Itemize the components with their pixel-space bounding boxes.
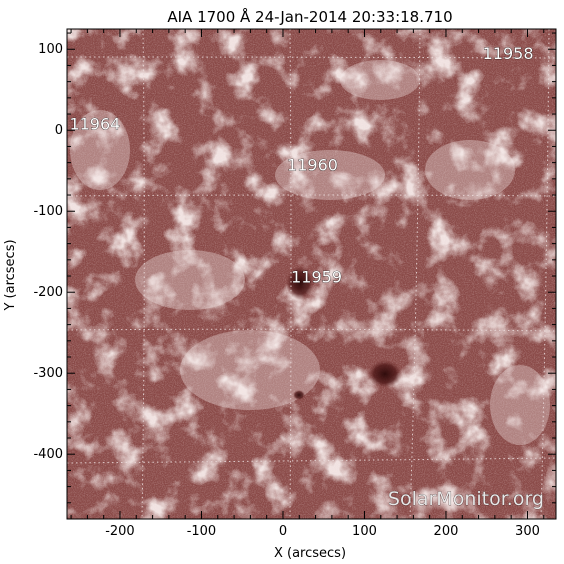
y-tick-label: -400: [33, 447, 63, 462]
region-label-11960: 11960: [287, 156, 338, 175]
x-tick-labels: -200 -100 0 100 200 300: [105, 524, 540, 539]
x-tick-label: 300: [515, 524, 540, 539]
region-label-11959: 11959: [291, 268, 342, 287]
sunspot-small: [293, 390, 305, 400]
image-title: AIA 1700 Å 24-Jan-2014 20:33:18.710: [167, 7, 452, 26]
sunspot-large: [368, 360, 402, 388]
plot-frame: [66, 28, 557, 520]
y-tick-label: -100: [33, 204, 63, 219]
x-tick-label: -200: [105, 524, 135, 539]
solar-image-panel: [67, 29, 556, 519]
y-tick-label: -300: [33, 366, 63, 381]
x-axis-label: X (arcsecs): [274, 546, 346, 561]
region-label-11958: 11958: [483, 44, 534, 63]
y-axis-label: Y (arcsecs): [3, 239, 18, 311]
y-tick-labels: 100 0 -100 -200 -300 -400: [33, 42, 63, 462]
plage-patches: [70, 60, 550, 445]
region-label-11964: 11964: [69, 114, 120, 133]
x-tick-label: -100: [187, 524, 217, 539]
active-region-labels: 11958 11964 11960 11959: [69, 44, 534, 287]
x-tick-label: 0: [279, 524, 287, 539]
x-tick-label: 200: [434, 524, 459, 539]
y-tick-label: 100: [38, 42, 63, 57]
watermark-text: SolarMonitor.org: [388, 488, 544, 510]
axis-ticks: [67, 29, 556, 520]
y-tick-label: -200: [33, 285, 63, 300]
y-tick-label: 0: [55, 123, 63, 138]
x-tick-label: 100: [352, 524, 377, 539]
sunspot-11959: [286, 266, 314, 300]
heliographic-grid: [67, 29, 556, 519]
